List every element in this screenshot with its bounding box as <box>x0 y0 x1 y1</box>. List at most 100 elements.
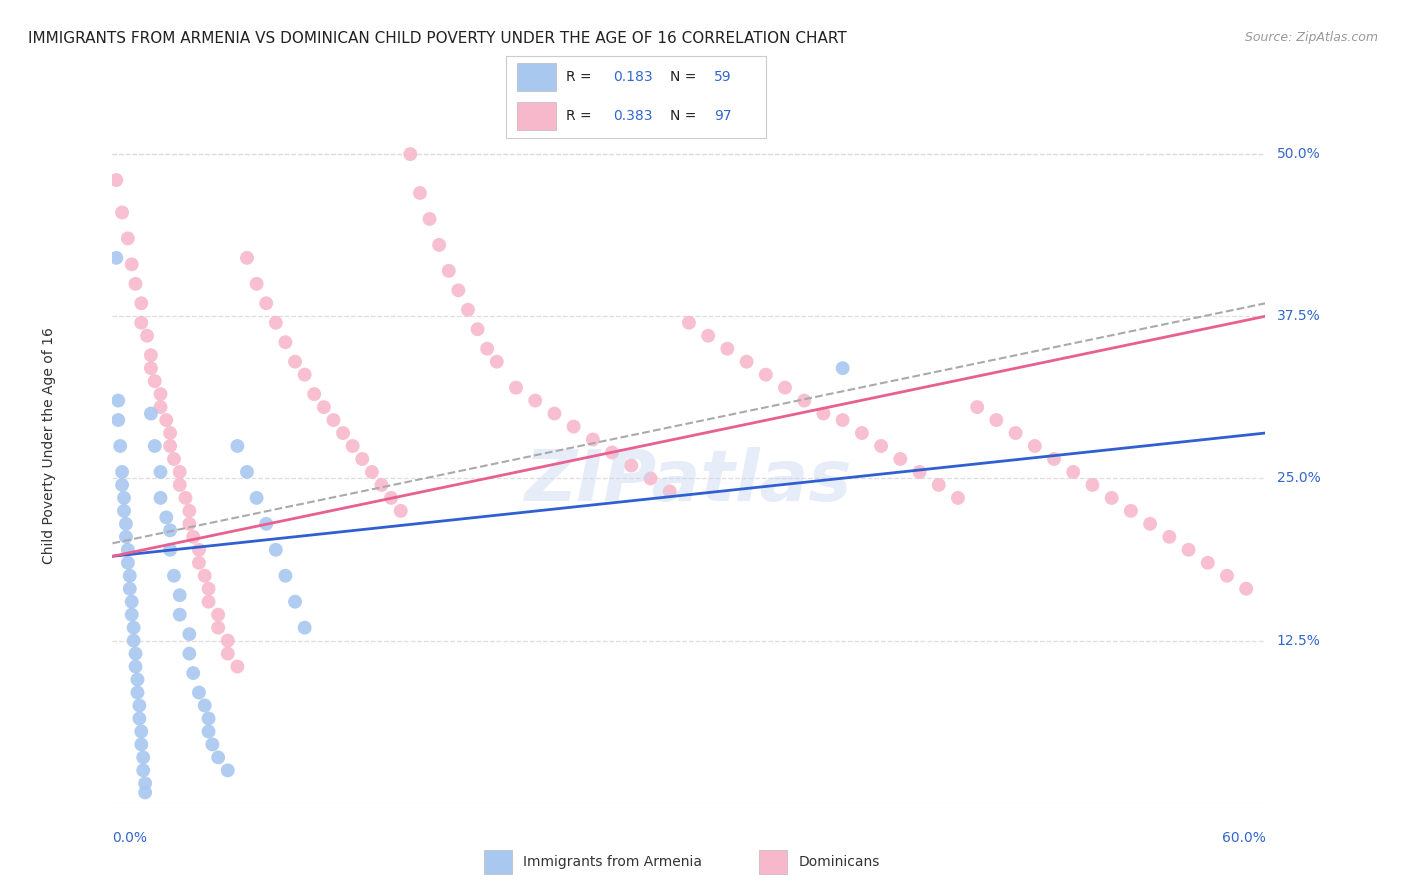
Point <box>1139 516 1161 531</box>
Point <box>132 750 155 764</box>
Point <box>485 354 508 368</box>
Point <box>658 484 681 499</box>
Point <box>112 491 135 505</box>
Point <box>236 465 259 479</box>
Point <box>124 647 146 661</box>
Point <box>226 659 249 673</box>
Point <box>437 264 460 278</box>
Point <box>447 283 470 297</box>
Text: 50.0%: 50.0% <box>1277 147 1320 161</box>
Point <box>121 595 143 609</box>
Point <box>169 465 191 479</box>
Point <box>112 504 135 518</box>
Point <box>505 381 527 395</box>
Point <box>197 595 219 609</box>
Point <box>179 647 201 661</box>
Point <box>889 452 911 467</box>
Point <box>181 666 204 681</box>
Point <box>294 621 316 635</box>
Point <box>870 439 893 453</box>
Point <box>179 504 201 518</box>
Point <box>188 685 211 699</box>
Text: IMMIGRANTS FROM ARMENIA VS DOMINICAN CHILD POVERTY UNDER THE AGE OF 16 CORRELATI: IMMIGRANTS FROM ARMENIA VS DOMINICAN CHI… <box>28 31 846 46</box>
Point <box>169 607 191 622</box>
Point <box>254 296 277 310</box>
Point <box>159 542 181 557</box>
Point <box>111 465 134 479</box>
Point <box>773 381 796 395</box>
Point <box>813 407 835 421</box>
Point <box>163 568 186 582</box>
Point <box>122 633 145 648</box>
Point <box>149 491 172 505</box>
Point <box>274 568 297 582</box>
Point <box>111 205 134 219</box>
Point <box>342 439 364 453</box>
Point <box>139 348 162 362</box>
Text: 0.383: 0.383 <box>613 109 652 123</box>
Point <box>136 328 159 343</box>
Point <box>304 387 326 401</box>
Point <box>562 419 585 434</box>
Point <box>1004 425 1026 440</box>
Point <box>419 211 441 226</box>
Point <box>115 516 138 531</box>
Point <box>477 342 499 356</box>
Point <box>134 776 156 790</box>
Text: 37.5%: 37.5% <box>1277 310 1320 323</box>
Point <box>217 647 239 661</box>
Point <box>908 465 931 479</box>
Point <box>149 387 172 401</box>
Point <box>197 582 219 596</box>
Point <box>159 425 181 440</box>
Point <box>107 393 129 408</box>
Point <box>1043 452 1066 467</box>
Point <box>115 530 138 544</box>
Point <box>370 478 392 492</box>
Point <box>197 711 219 725</box>
Point <box>159 439 181 453</box>
Point <box>361 465 384 479</box>
Point <box>1177 542 1199 557</box>
Point <box>284 595 307 609</box>
Point <box>284 354 307 368</box>
Point <box>1081 478 1104 492</box>
Point <box>524 393 547 408</box>
Point <box>188 542 211 557</box>
Point <box>928 478 950 492</box>
Point <box>105 173 128 187</box>
Point <box>194 698 217 713</box>
Point <box>127 673 149 687</box>
Point <box>117 542 139 557</box>
Point <box>716 342 738 356</box>
Point <box>121 607 143 622</box>
Point <box>139 361 162 376</box>
Point <box>179 516 201 531</box>
Point <box>1159 530 1181 544</box>
Point <box>129 296 153 310</box>
Point <box>246 277 269 291</box>
Point <box>332 425 354 440</box>
Point <box>117 556 139 570</box>
Point <box>678 316 700 330</box>
Point <box>117 231 139 245</box>
Point <box>697 328 720 343</box>
Point <box>254 516 277 531</box>
Point <box>121 257 143 271</box>
Point <box>966 400 988 414</box>
Text: Source: ZipAtlas.com: Source: ZipAtlas.com <box>1244 31 1378 45</box>
Point <box>118 582 141 596</box>
Point <box>139 407 162 421</box>
Point <box>134 785 156 799</box>
Point <box>159 524 181 538</box>
Point <box>582 433 605 447</box>
Text: 97: 97 <box>714 109 733 123</box>
Point <box>389 504 412 518</box>
Point <box>129 316 153 330</box>
Point <box>1119 504 1142 518</box>
Point <box>118 568 141 582</box>
Point <box>179 627 201 641</box>
Point <box>399 147 422 161</box>
Point <box>467 322 489 336</box>
Point <box>1024 439 1046 453</box>
